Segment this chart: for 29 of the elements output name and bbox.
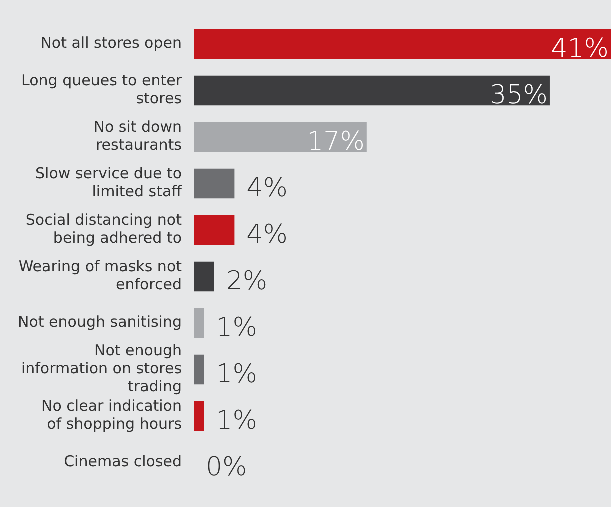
y-tick-label: Not enough sanitising bbox=[18, 313, 182, 332]
data-label: 1% bbox=[216, 360, 258, 390]
data-label: 1% bbox=[216, 406, 258, 436]
bar bbox=[194, 308, 204, 338]
bar bbox=[194, 122, 367, 152]
y-tick-label: Not enough information on stores trading bbox=[21, 342, 182, 396]
y-tick-label: Wearing of masks not enforced bbox=[18, 258, 182, 294]
data-label: 4% bbox=[246, 174, 288, 204]
data-label: 4% bbox=[246, 220, 288, 250]
data-label: 35% bbox=[490, 80, 548, 110]
y-tick-label: No sit down restaurants bbox=[94, 118, 182, 154]
bar bbox=[194, 262, 214, 292]
data-label: 41% bbox=[551, 34, 609, 64]
data-label: 2% bbox=[226, 266, 268, 296]
bar bbox=[194, 168, 235, 199]
data-label: 0% bbox=[206, 452, 248, 482]
data-label: 1% bbox=[216, 313, 258, 343]
y-tick-label: Not all stores open bbox=[40, 34, 182, 52]
y-tick-label: Cinemas closed bbox=[64, 452, 182, 471]
bar bbox=[194, 76, 550, 106]
bar bbox=[194, 215, 235, 246]
y-tick-label: No clear indication of shopping hours bbox=[42, 397, 182, 434]
y-tick-label: Long queues to enter stores bbox=[22, 72, 183, 108]
data-label: 17% bbox=[307, 127, 365, 157]
y-tick-label: Social distancing not being adhered to bbox=[26, 211, 182, 248]
bar bbox=[194, 29, 611, 60]
y-tick-label: Slow service due to limited staff bbox=[36, 164, 183, 201]
bar bbox=[194, 401, 204, 432]
bar bbox=[194, 354, 204, 385]
